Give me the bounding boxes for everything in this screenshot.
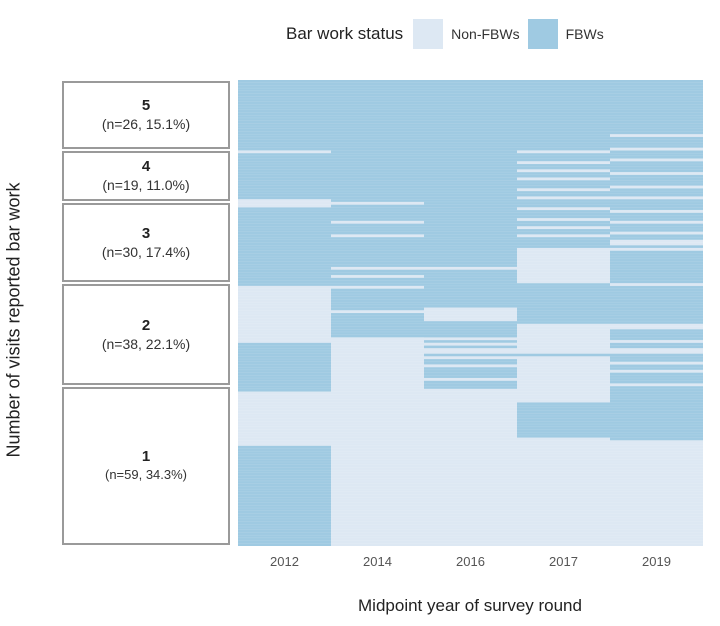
fbw-cell-2016-8 [424,353,517,357]
group-count-label: (n=30, 17.4%) [101,243,191,260]
fbw-cell-2019-11 [610,250,703,284]
fbw-cell-2019-1 [610,136,703,148]
fbw-cell-2014-0 [331,80,424,202]
fbw-cell-2016-7 [424,345,517,349]
fbw-cell-2017-5 [517,191,610,197]
group-visits-label: 5 [141,97,151,115]
fbw-cell-2019-16 [610,364,703,370]
fbw-cell-2014-4 [331,269,424,276]
fbw-cell-2017-4 [517,180,610,189]
fbw-cell-2019-5 [610,188,703,197]
fbw-cell-2012-1 [238,153,331,200]
fbw-cell-2014-1 [331,204,424,221]
fbw-cell-2012-2 [238,207,331,286]
fbw-cell-2019-13 [610,329,703,341]
fbw-cell-2019-6 [610,199,703,211]
fbw-cell-2016-9 [424,359,517,365]
fbw-cell-2017-1 [517,153,610,162]
x-tick-2014: 2014 [363,554,392,569]
legend: Bar work status Non-FBWs FBWs [286,18,612,50]
fbw-cell-2014-3 [331,237,424,267]
fbw-cell-2017-10 [517,237,610,248]
fbw-cell-2014-2 [331,223,424,235]
fbw-cell-2017-9 [517,229,610,235]
group-box-2: 2 (n=38, 22.1%) [62,284,230,386]
fbw-cell-2017-11 [517,283,610,324]
legend-key-fbws [527,19,558,49]
fbw-cell-2012-4 [238,445,331,546]
fbw-cell-2019-8 [610,223,703,232]
group-visits-label: 2 [141,316,151,334]
fbw-cell-2019-4 [610,174,703,186]
fbw-cell-2017-13 [517,402,610,438]
fbw-cell-2019-18 [610,386,703,441]
fbw-cell-2017-6 [517,199,610,208]
x-tick-2017: 2017 [549,554,578,569]
legend-label-non-fbws: Non-FBWs [451,26,520,42]
group-count-label: (n=26, 15.1%) [101,116,191,133]
fbw-cell-2019-0 [610,80,703,135]
group-box-4: 4 (n=19, 11.0%) [62,151,230,201]
fbw-cell-2017-7 [517,210,610,219]
x-tick-2016: 2016 [456,554,485,569]
fbw-cell-2016-5 [424,334,517,338]
group-box-5: 5 (n=26, 15.1%) [62,81,230,150]
fbw-cell-2016-1 [424,269,517,308]
x-axis-label: Midpoint year of survey round [358,596,582,615]
fbw-cell-2019-7 [610,212,703,221]
fbw-cell-2019-2 [610,150,703,159]
fbw-cell-2016-11 [424,380,517,389]
group-box-1: 1 (n=59, 34.3%) [62,387,230,545]
fbw-cell-2016-6 [424,340,517,343]
fbw-cell-2019-15 [610,353,703,362]
fbw-cell-2017-12 [517,353,610,357]
fbw-cell-2017-8 [517,220,610,227]
fbw-cell-2014-5 [331,277,424,286]
legend-label-fbws: FBWs [565,26,604,42]
group-visits-label: 4 [141,158,151,176]
group-visits-label: 3 [141,224,151,242]
fbw-cell-2019-9 [610,234,703,240]
legend-title: Bar work status [286,24,404,43]
fbw-cell-2016-4 [424,329,517,332]
fbw-cell-2017-0 [517,80,610,151]
fbw-cell-2019-14 [610,342,703,349]
fbw-cell-2012-0 [238,80,331,151]
fbw-cell-2016-3 [424,323,517,327]
group-count-label: (n=59, 34.3%) [104,467,188,483]
group-visits-label: 1 [141,448,151,466]
fbw-cell-2016-10 [424,367,517,379]
fbw-cell-2019-12 [610,285,703,324]
fbw-cell-2019-10 [610,245,703,248]
group-box-3: 3 (n=30, 17.4%) [62,202,230,283]
fbw-cell-2019-17 [610,372,703,384]
legend-key-non-fbws [413,19,444,49]
fbw-cell-2014-6 [331,288,424,311]
group-count-label: (n=19, 11.0%) [102,177,190,194]
fbw-cell-2014-8 [331,321,424,338]
fbw-cell-2017-2 [517,163,610,170]
fbw-cell-2012-3 [238,342,331,392]
fbw-cell-2017-3 [517,172,610,178]
x-tick-2012: 2012 [270,554,299,569]
x-tick-2019: 2019 [642,554,671,569]
fbw-cell-2019-3 [610,161,703,173]
group-count-label: (n=38, 22.1%) [101,335,191,352]
fbw-cell-2016-0 [424,80,517,267]
